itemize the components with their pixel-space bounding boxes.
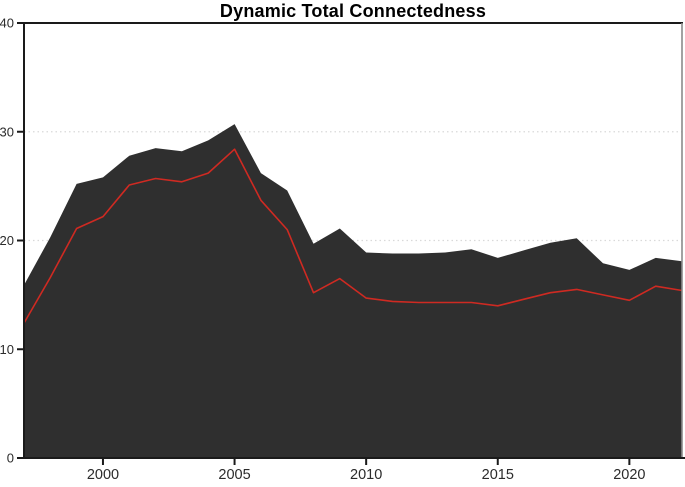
y-tick-label: 20 [0,233,14,248]
y-tick-label: 0 [7,451,14,466]
area-series [24,124,682,458]
x-tick-label: 2015 [482,467,514,483]
x-tick-label: 2005 [218,467,250,483]
y-tick-label: 30 [0,124,14,139]
line-series [23,148,683,324]
chart-title: Dynamic Total Connectedness [219,1,487,21]
y-tick-label: 40 [0,16,14,31]
x-tick-label: 2020 [613,467,645,483]
x-tick-label: 2000 [87,467,119,483]
y-tick-label: 10 [0,342,14,357]
x-tick-label: 2010 [350,467,382,483]
